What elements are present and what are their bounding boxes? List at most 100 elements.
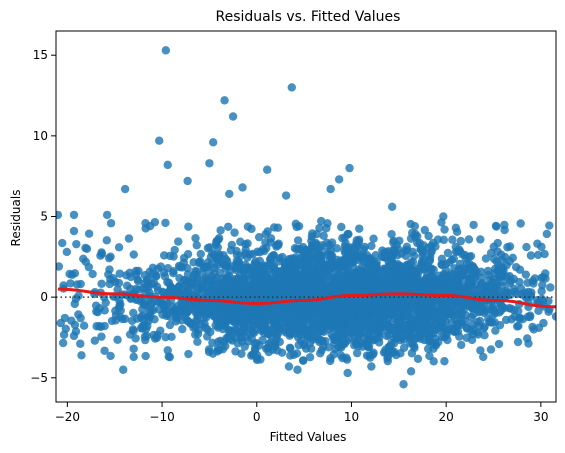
scatter-point <box>351 278 361 288</box>
scatter-point <box>479 305 488 314</box>
scatter-point <box>141 351 150 361</box>
scatter-point <box>443 248 453 258</box>
scatter-point <box>222 333 231 343</box>
scatter-point <box>72 280 82 289</box>
scatter-point <box>352 348 362 358</box>
scatter-point <box>163 299 172 308</box>
scatter-point <box>319 231 328 240</box>
scatter-point <box>59 281 68 290</box>
scatter-point <box>439 212 448 221</box>
scatter-point <box>352 327 361 337</box>
scatter-point <box>167 332 176 342</box>
scatter-point <box>208 338 217 347</box>
scatter-point <box>498 302 507 312</box>
scatter-point <box>286 351 295 360</box>
scatter-point <box>205 159 214 168</box>
scatter-point <box>307 289 317 299</box>
scatter-point <box>521 270 531 279</box>
scatter-point <box>505 242 515 251</box>
scatter-point <box>164 352 173 361</box>
scatter-point <box>58 338 68 348</box>
scatter-point <box>425 255 434 264</box>
scatter-point <box>369 319 378 328</box>
scatter-point <box>84 229 94 238</box>
scatter-point <box>389 269 399 279</box>
scatter-point <box>307 249 317 258</box>
scatter-point <box>170 289 179 299</box>
scatter-point <box>298 356 308 365</box>
scatter-point <box>479 352 488 362</box>
scatter-point <box>161 218 170 228</box>
scatter-point <box>495 320 505 330</box>
scatter-point <box>407 271 416 281</box>
scatter-point <box>537 286 546 296</box>
scatter-point <box>206 260 216 269</box>
scatter-point <box>307 304 317 314</box>
scatter-point <box>155 136 164 145</box>
scatter-point <box>286 327 295 337</box>
scatter-point <box>515 313 525 323</box>
scatter-point <box>467 303 477 313</box>
x-tick-label: 10 <box>344 410 359 424</box>
scatter-point <box>345 163 354 173</box>
scatter-point <box>131 334 140 343</box>
scatter-point <box>429 344 438 353</box>
scatter-point <box>483 266 493 276</box>
scatter-point <box>335 321 345 331</box>
scatter-point <box>399 343 409 352</box>
scatter-point <box>476 346 485 355</box>
scatter-point <box>211 321 220 330</box>
scatter-point <box>292 222 301 232</box>
scatter-point <box>163 160 172 170</box>
scatter-point <box>323 219 332 228</box>
scatter-point <box>338 279 347 288</box>
scatter-point <box>486 345 496 354</box>
scatter-point <box>116 306 125 315</box>
scatter-point <box>138 305 147 314</box>
scatter-point <box>498 255 507 265</box>
scatter-point <box>534 323 544 332</box>
scatter-point <box>147 299 156 308</box>
scatter-point <box>545 221 554 230</box>
scatter-point <box>273 223 283 232</box>
scatter-point <box>120 314 130 324</box>
scatter-point <box>223 272 232 281</box>
scatter-point <box>327 238 337 247</box>
scatter-point <box>326 184 335 194</box>
scatter-point <box>305 325 314 335</box>
scatter-point <box>316 349 325 358</box>
scatter-point <box>312 230 321 239</box>
scatter-point <box>244 337 253 346</box>
scatter-point <box>216 226 225 235</box>
scatter-point <box>207 284 217 293</box>
scatter-point <box>315 312 325 321</box>
scatter-point <box>464 235 474 244</box>
scatter-point <box>238 183 247 192</box>
scatter-point <box>489 242 499 251</box>
scatter-point <box>292 258 301 267</box>
scatter-point <box>105 265 114 274</box>
scatter-point <box>254 232 264 242</box>
scatter-point <box>516 284 526 293</box>
scatter-point <box>364 342 374 352</box>
scatter-point <box>282 270 291 279</box>
scatter-point <box>378 246 387 255</box>
scatter-point <box>367 362 376 371</box>
scatter-point <box>79 321 89 330</box>
scatter-point <box>416 300 426 309</box>
scatter-point <box>148 269 157 279</box>
scatter-point <box>385 253 394 262</box>
scatter-point <box>356 301 365 310</box>
scatter-point <box>452 227 462 237</box>
scatter-point <box>406 219 415 229</box>
scatter-point <box>473 317 482 327</box>
scatter-point <box>424 297 434 306</box>
scatter-point <box>292 287 301 297</box>
scatter-point <box>413 278 422 287</box>
x-tick-label: 30 <box>533 410 548 424</box>
scatter-point <box>454 245 464 254</box>
scatter-point <box>480 322 489 331</box>
scatter-point <box>465 274 474 284</box>
scatter-point <box>240 309 249 319</box>
